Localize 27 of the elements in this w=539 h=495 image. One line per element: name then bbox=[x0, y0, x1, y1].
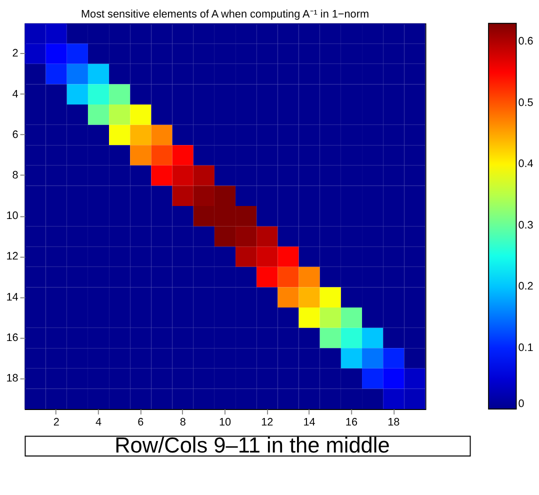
color-bar-label: 0.5 bbox=[518, 96, 534, 109]
x-tick-label: 16 bbox=[345, 416, 358, 428]
y-tick-label: 12 bbox=[6, 250, 18, 263]
color-bar-label: 0 bbox=[518, 398, 524, 410]
x-tick-label: 4 bbox=[95, 416, 102, 428]
y-tick-label: 18 bbox=[6, 372, 18, 385]
color-bar-label: 0.6 bbox=[518, 36, 534, 48]
chart-title: Most sensitive elements of A when computing A⁻¹ in 1−norm bbox=[80, 8, 369, 20]
text: Row/Cols 9–11 in the middle bbox=[114, 432, 390, 458]
x-tick-label: 14 bbox=[303, 416, 316, 428]
color-bar-label: 0.1 bbox=[518, 342, 534, 354]
y-tick-label: 8 bbox=[12, 170, 18, 182]
y-tick-label: 14 bbox=[6, 291, 18, 304]
x-tick-label: 8 bbox=[180, 416, 186, 428]
color-bar-label: 0.2 bbox=[518, 280, 534, 293]
color-bar-label: 0.4 bbox=[518, 158, 534, 170]
y-tick-label: 2 bbox=[12, 48, 18, 60]
y-tick-label: 16 bbox=[6, 332, 18, 344]
x-tick-label: 6 bbox=[138, 416, 144, 428]
x-tick-label: 2 bbox=[53, 416, 60, 428]
y-tick-label: 6 bbox=[12, 128, 18, 141]
x-tick-label: 12 bbox=[261, 416, 274, 428]
color-bar-label: 0.3 bbox=[518, 219, 534, 232]
x-tick-label: 18 bbox=[388, 416, 400, 428]
y-tick-label: 10 bbox=[6, 210, 18, 222]
y-tick-label: 4 bbox=[12, 88, 18, 100]
x-tick-label: 10 bbox=[218, 416, 232, 428]
